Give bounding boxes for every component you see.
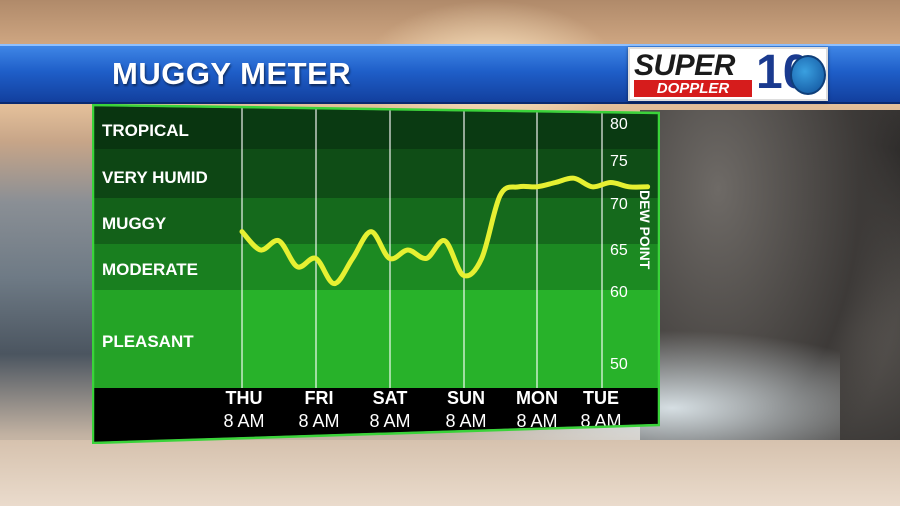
band-label: MUGGY: [102, 214, 167, 233]
y-tick-label: 65: [610, 242, 628, 259]
page-title: MUGGY METER: [112, 56, 352, 91]
band-very-humid: [94, 149, 658, 198]
band-tropical: [94, 106, 658, 149]
x-day-label: MON: [516, 388, 558, 408]
x-time-label: 8 AM: [516, 411, 557, 431]
band-label: MODERATE: [102, 260, 198, 279]
band-label: PLEASANT: [102, 332, 194, 351]
x-day-label: THU: [226, 388, 263, 408]
y-axis-title: DEW POINT: [637, 190, 653, 270]
y-tick-label: 60: [610, 284, 628, 301]
x-time-label: 8 AM: [369, 411, 410, 431]
background-beach: [0, 440, 900, 506]
x-day-label: FRI: [305, 388, 334, 408]
band-label-column: [94, 106, 242, 388]
dew-point-line: [239, 175, 651, 287]
station-logo: SUPER DOPPLER 10: [628, 47, 828, 101]
x-time-label: 8 AM: [445, 411, 486, 431]
x-time-label: 8 AM: [298, 411, 339, 431]
y-tick-label: 70: [610, 196, 628, 213]
x-day-label: SUN: [447, 388, 485, 408]
band-pleasant: [94, 290, 658, 388]
chart-border: [92, 104, 660, 444]
band-moderate: [94, 244, 658, 290]
y-tick-label: 50: [610, 356, 628, 373]
x-day-label: TUE: [583, 388, 619, 408]
logo-doppler-text: DOPPLER: [634, 80, 752, 97]
y-tick-label: 80: [610, 116, 628, 133]
band-label: VERY HUMID: [102, 168, 208, 187]
y-tick-label: 75: [610, 153, 628, 170]
band-label: TROPICAL: [102, 121, 189, 140]
logo-super-text: SUPER: [634, 49, 735, 82]
x-time-label: 8 AM: [223, 411, 264, 431]
x-day-label: SAT: [373, 388, 408, 408]
wave-icon: [790, 55, 826, 95]
